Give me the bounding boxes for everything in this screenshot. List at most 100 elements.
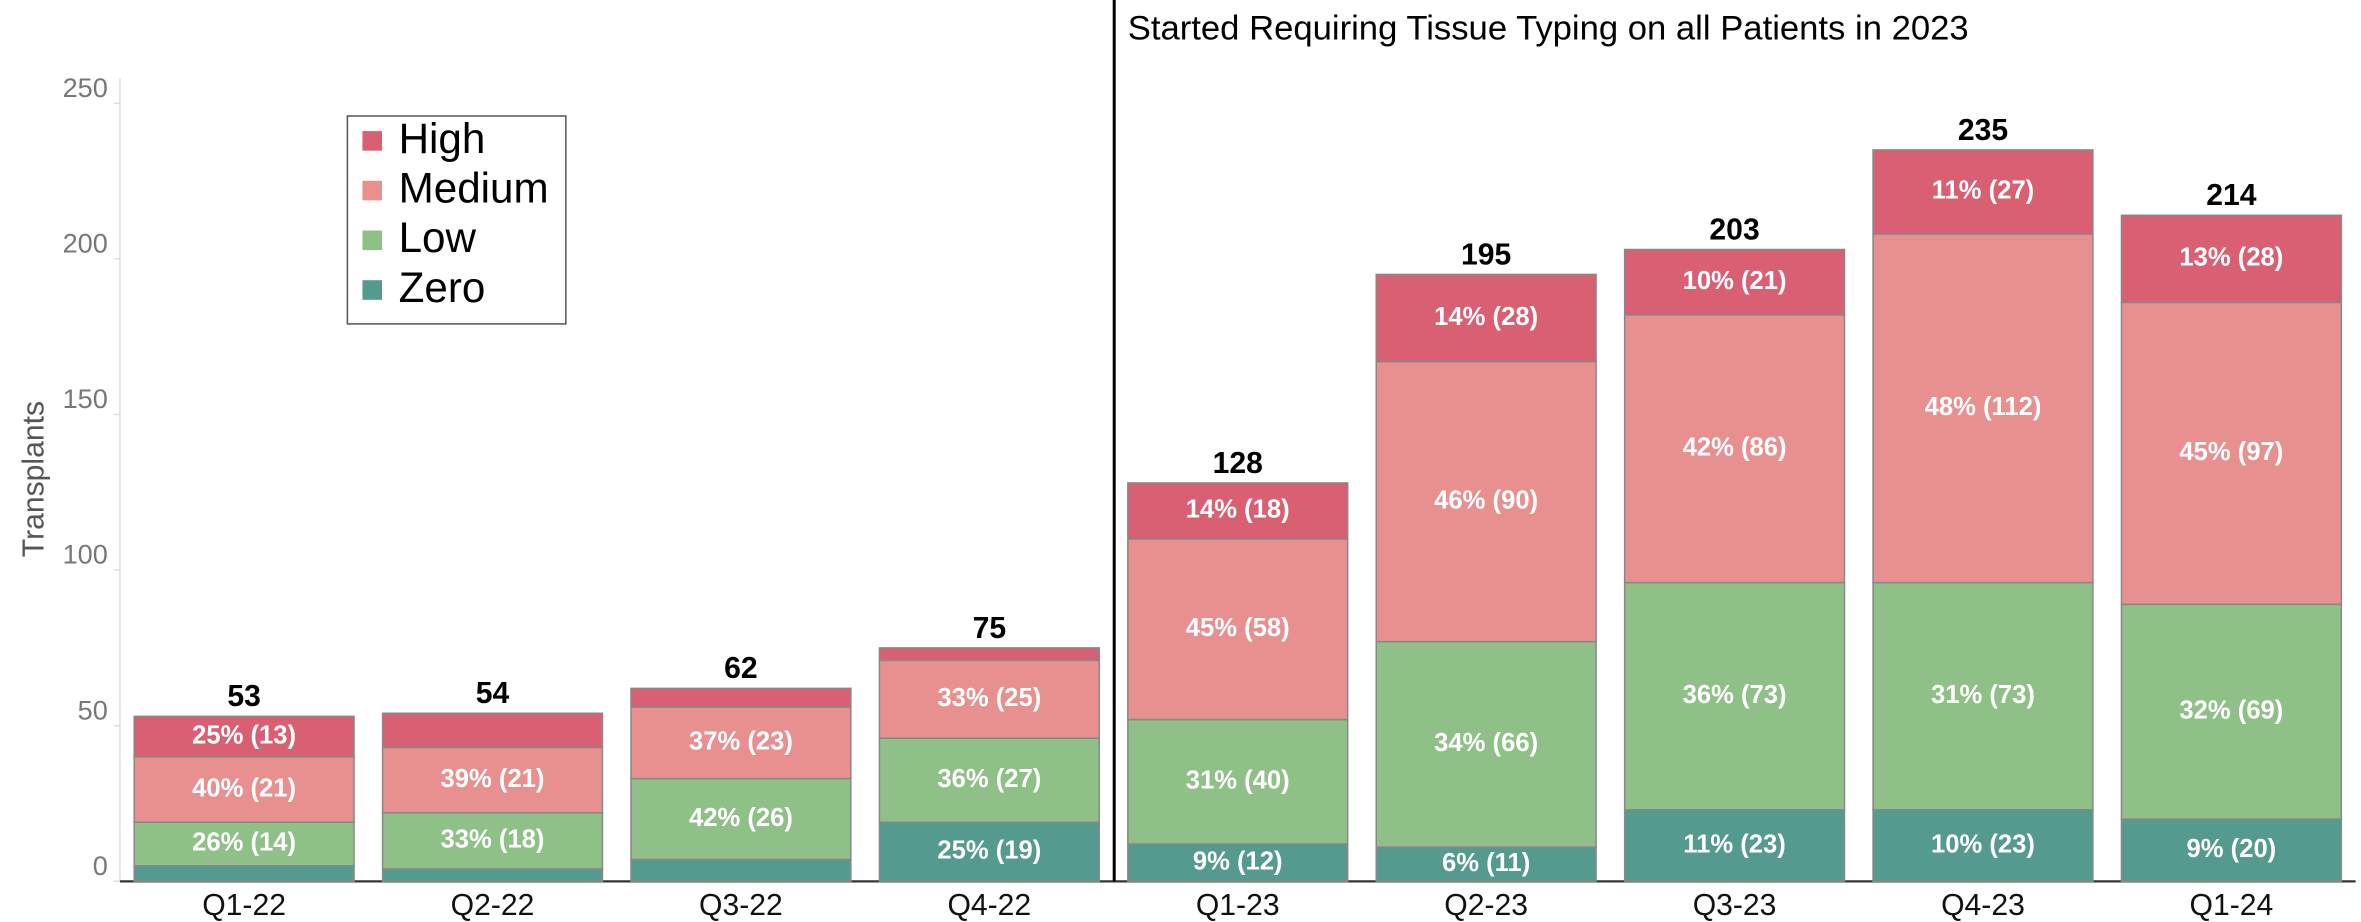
data-label: 31% (40) bbox=[1186, 766, 1290, 794]
data-label: 14% (28) bbox=[1434, 303, 1538, 331]
data-label: 45% (97) bbox=[2179, 438, 2283, 466]
legend-swatch bbox=[362, 280, 383, 300]
data-label: 31% (73) bbox=[1931, 681, 2035, 709]
total-label: 53 bbox=[227, 680, 261, 713]
y-tick-label: 200 bbox=[63, 227, 108, 258]
bar-segment bbox=[630, 858, 852, 883]
data-label: 42% (86) bbox=[1683, 433, 1787, 461]
bar-segment bbox=[2120, 818, 2343, 883]
total-label: 75 bbox=[973, 612, 1007, 645]
data-label: 40% (21) bbox=[192, 774, 296, 802]
legend-swatch bbox=[362, 131, 383, 151]
x-tick-label: Q2-23 bbox=[1444, 889, 1528, 922]
bar-segment bbox=[1623, 581, 1846, 811]
bar-segment bbox=[1872, 808, 2094, 883]
data-label: 42% (26) bbox=[689, 804, 793, 832]
bar-segment bbox=[1127, 482, 1349, 540]
total-label: 203 bbox=[1709, 213, 1759, 246]
data-label: 10% (21) bbox=[1683, 267, 1787, 295]
bar-segment bbox=[2120, 301, 2343, 606]
bar-segment bbox=[1872, 149, 2094, 235]
legend-label: Medium bbox=[399, 164, 549, 211]
y-axis-label: Transplants bbox=[17, 401, 50, 557]
data-label: 26% (14) bbox=[192, 829, 296, 857]
legend-label: Low bbox=[399, 214, 477, 261]
x-tick-label: Q4-23 bbox=[1941, 889, 2025, 922]
data-label: 14% (18) bbox=[1186, 496, 1290, 524]
data-label: 33% (25) bbox=[937, 684, 1041, 712]
data-label: 6% (11) bbox=[1442, 849, 1530, 877]
legend-box bbox=[346, 115, 567, 325]
annotation: Started Requiring Tissue Typing on all P… bbox=[1128, 9, 1969, 47]
legend-label: Zero bbox=[399, 264, 486, 311]
y-tick-label: 0 bbox=[93, 850, 108, 881]
data-label: 37% (23) bbox=[689, 728, 793, 756]
total-label: 62 bbox=[724, 652, 758, 685]
bar-segment bbox=[1375, 273, 1597, 363]
y-tick-label: 150 bbox=[63, 383, 108, 414]
bar-segment bbox=[133, 756, 355, 823]
bar-segment bbox=[381, 746, 604, 814]
data-label: 36% (27) bbox=[937, 765, 1041, 793]
data-label: 33% (18) bbox=[441, 826, 545, 854]
bar-segment bbox=[878, 647, 1101, 662]
data-label: 34% (66) bbox=[1434, 729, 1538, 757]
data-label: 9% (20) bbox=[2187, 835, 2277, 863]
bar-segment bbox=[381, 868, 604, 883]
data-label: 25% (13) bbox=[192, 721, 296, 749]
x-tick-label: Q3-22 bbox=[699, 889, 783, 922]
bar-segment bbox=[878, 821, 1101, 883]
bar-segment bbox=[1872, 581, 2094, 811]
legend-swatch bbox=[362, 230, 383, 251]
bar-segment bbox=[1127, 718, 1349, 845]
total-label: 195 bbox=[1461, 238, 1511, 271]
bar-segment bbox=[1623, 314, 1846, 584]
total-label: 235 bbox=[1958, 114, 2008, 147]
total-label: 214 bbox=[2206, 179, 2257, 212]
y-tick-label: 50 bbox=[78, 694, 108, 725]
bar-segment bbox=[133, 715, 355, 758]
data-label: 25% (19) bbox=[937, 837, 1041, 865]
bar-segment bbox=[878, 659, 1101, 739]
y-tick-label: 250 bbox=[63, 72, 108, 103]
data-label: 46% (90) bbox=[1434, 486, 1538, 514]
y-tick-label: 100 bbox=[63, 539, 108, 570]
bar-segment bbox=[1623, 808, 1846, 883]
bar-segment bbox=[1127, 538, 1349, 721]
total-label: 128 bbox=[1213, 447, 1263, 480]
data-label: 48% (112) bbox=[1925, 393, 2042, 421]
bar-segment bbox=[1375, 640, 1597, 848]
data-label: 11% (27) bbox=[1932, 177, 2035, 205]
x-tick-label: Q3-23 bbox=[1693, 889, 1777, 922]
data-label: 9% (12) bbox=[1193, 847, 1283, 875]
data-label: 11% (23) bbox=[1683, 830, 1786, 858]
bar-segment bbox=[2120, 603, 2343, 820]
x-tick-label: Q1-22 bbox=[202, 889, 286, 922]
data-label: 32% (69) bbox=[2179, 696, 2283, 724]
data-label: 45% (58) bbox=[1186, 614, 1290, 642]
bar-segment bbox=[133, 865, 355, 883]
data-label: 10% (23) bbox=[1931, 830, 2035, 858]
legend-label: High bbox=[399, 115, 486, 162]
bar-segment bbox=[381, 812, 604, 870]
legend-swatch bbox=[362, 180, 383, 201]
bar-segment bbox=[630, 777, 852, 861]
x-tick-label: Q2-22 bbox=[451, 889, 535, 922]
data-label: 13% (28) bbox=[2179, 244, 2283, 272]
bar-segment bbox=[630, 687, 852, 708]
bar-segment bbox=[133, 821, 355, 867]
bar-segment bbox=[878, 737, 1101, 823]
bar-segment bbox=[1375, 846, 1597, 883]
bar-segment bbox=[381, 712, 604, 749]
bar-segment bbox=[1623, 248, 1846, 316]
data-label: 39% (21) bbox=[441, 765, 545, 793]
x-tick-label: Q1-24 bbox=[2190, 889, 2274, 922]
x-tick-label: Q4-22 bbox=[947, 889, 1031, 922]
total-label: 54 bbox=[476, 677, 510, 710]
bar-segment bbox=[1872, 233, 2094, 584]
x-tick-label: Q1-23 bbox=[1196, 889, 1280, 922]
bar-segment bbox=[2120, 214, 2343, 304]
